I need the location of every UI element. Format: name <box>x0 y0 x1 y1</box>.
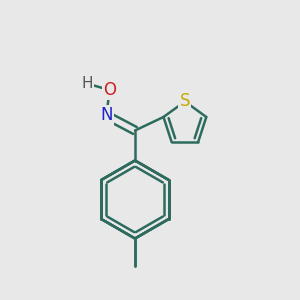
Text: O: O <box>103 81 116 99</box>
Text: N: N <box>100 106 113 124</box>
Text: H: H <box>81 76 93 92</box>
Text: S: S <box>180 92 190 110</box>
